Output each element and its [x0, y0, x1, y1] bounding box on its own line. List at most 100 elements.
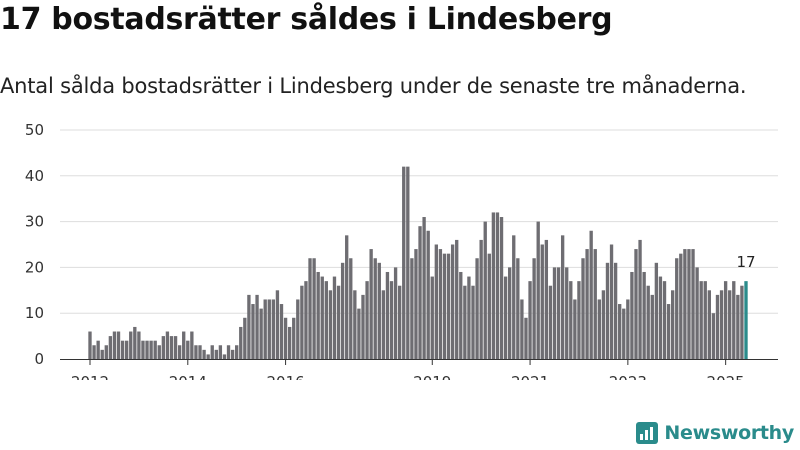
x-tick-label: 2023 — [609, 373, 647, 380]
brand-logo[interactable]: Newsworthy — [636, 422, 794, 444]
bar — [687, 249, 691, 359]
bar-chart: 0 10 20 30 40 50 2012 2014 2016 2019 2021 2023 2025 1… — [25, 121, 778, 380]
bar — [618, 304, 622, 359]
bar — [104, 345, 108, 359]
bar — [455, 239, 459, 359]
bar — [271, 299, 276, 359]
x-tick-label: 2016 — [266, 373, 304, 380]
bar — [125, 340, 129, 359]
bar — [373, 258, 377, 359]
bar — [597, 299, 601, 359]
bar — [222, 354, 227, 359]
bar — [438, 249, 443, 359]
chart-title: 17 bostadsrätter såldes i Lindesberg — [0, 2, 613, 37]
bar — [719, 290, 724, 359]
bar — [544, 239, 549, 359]
bar — [532, 258, 536, 359]
bar — [536, 221, 540, 359]
bar — [349, 258, 353, 359]
bar — [540, 244, 544, 359]
bar — [520, 299, 524, 359]
bar — [609, 244, 614, 359]
bar — [279, 304, 284, 359]
bar — [328, 290, 333, 359]
x-tick-label: 2021 — [511, 373, 549, 380]
bar — [418, 226, 422, 359]
bar — [524, 317, 528, 359]
bar — [129, 331, 133, 359]
bar — [120, 340, 125, 359]
bar — [703, 281, 707, 359]
bar — [479, 239, 483, 359]
bar — [157, 345, 161, 359]
bar — [593, 249, 597, 359]
bar — [528, 281, 532, 359]
bar — [565, 267, 569, 359]
bar — [100, 349, 104, 359]
bar — [446, 253, 451, 359]
bar — [650, 294, 654, 359]
bar — [471, 285, 475, 359]
bar — [426, 230, 430, 359]
bar — [679, 253, 683, 359]
bar — [186, 340, 190, 359]
bar — [259, 308, 263, 359]
bar — [512, 235, 516, 359]
bar — [308, 258, 312, 359]
bar — [459, 271, 463, 359]
bar — [198, 345, 202, 359]
bar — [263, 299, 267, 359]
bar — [296, 299, 300, 359]
bar — [556, 267, 561, 359]
bar — [377, 262, 381, 359]
bar — [145, 340, 149, 359]
bar — [723, 281, 728, 359]
bar — [654, 262, 659, 359]
y-tick-label: 40 — [25, 167, 44, 185]
bar — [173, 336, 178, 359]
bar — [715, 294, 720, 359]
bar — [169, 336, 174, 359]
bar — [487, 253, 491, 359]
bar — [316, 271, 320, 359]
bar — [626, 299, 630, 359]
bar — [255, 294, 259, 359]
bar — [202, 349, 206, 359]
bar — [190, 331, 194, 359]
bar — [177, 345, 182, 359]
bar — [585, 249, 589, 359]
bar — [141, 340, 145, 359]
newsworthy-icon — [636, 422, 659, 444]
bar — [357, 308, 361, 359]
bar — [235, 345, 239, 359]
bar — [149, 340, 153, 359]
bar — [463, 285, 467, 359]
bar — [304, 281, 308, 359]
bar — [116, 331, 121, 359]
bar — [133, 326, 137, 359]
bar — [369, 249, 373, 359]
x-tick-label: 2025 — [707, 373, 745, 380]
bar — [638, 239, 642, 359]
bar — [691, 249, 695, 359]
bar — [292, 317, 296, 359]
bar — [275, 290, 280, 359]
chart-subtitle: Antal sålda bostadsrätter i Lindesberg u… — [0, 74, 747, 98]
bar — [320, 276, 324, 359]
bar — [495, 212, 500, 359]
bar — [508, 267, 512, 359]
bar — [499, 217, 504, 359]
bar — [381, 290, 386, 359]
bar — [630, 271, 634, 359]
bar — [467, 276, 471, 359]
bar — [353, 290, 357, 359]
bar — [410, 258, 414, 359]
y-tick-label: 30 — [25, 213, 44, 231]
bar — [475, 258, 479, 359]
bar — [406, 166, 410, 359]
bar — [414, 249, 418, 359]
bar — [613, 262, 618, 359]
bar — [569, 281, 573, 359]
bar — [365, 281, 369, 359]
bar — [112, 331, 117, 359]
